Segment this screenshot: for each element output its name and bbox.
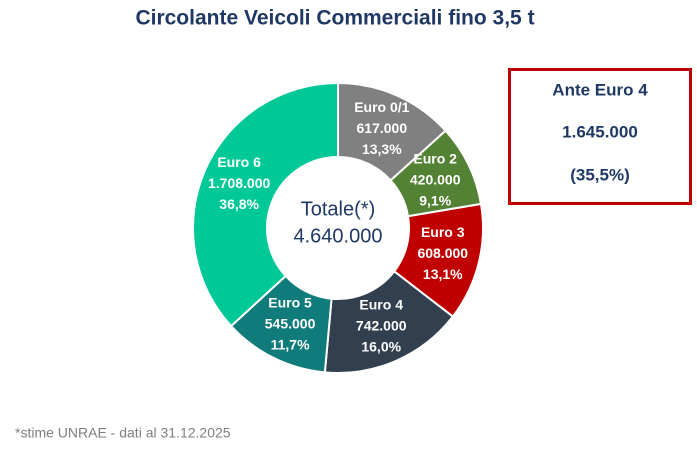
chart-title: Circolante Veicoli Commerciali fino 3,5 … [135,7,534,30]
slice-value-label: 420.000 [410,172,461,188]
slice-value-label: 1.708.000 [208,175,270,191]
slice-value-label: 742.000 [356,318,407,334]
slice-value-label: 545.000 [265,315,316,331]
annotation-value: 1.645.000 [562,122,638,141]
annotation-box [508,68,692,205]
annotation-share: (35,5%) [570,165,630,184]
slice-share-label: 13,1% [423,266,463,282]
slice-category: Euro 5 [268,294,312,310]
footnote: *stime UNRAE - dati al 31.12.2025 [15,425,231,441]
annotation-title: Ante Euro 4 [552,80,648,99]
slice-share-label: 16,0% [361,339,401,355]
slice-category: Euro 3 [421,224,465,240]
slice-category: Euro 4 [359,297,403,313]
slice-share-label: 9,1% [419,193,451,209]
center-total: 4.640.000 [294,225,383,247]
slice-value-label: 608.000 [417,245,468,261]
slice-category: Euro 2 [413,151,457,167]
slice [192,81,339,328]
slice-share-label: 13,3% [362,141,402,157]
slice-category: Euro 6 [217,154,261,170]
slice-share-label: 36,8% [219,196,259,212]
slice-value-label: 617.000 [357,120,408,136]
slice-share-label: 11,7% [271,336,310,352]
slice-category: Euro 0/1 [354,99,409,115]
center-label: Totale(*) [301,198,375,220]
